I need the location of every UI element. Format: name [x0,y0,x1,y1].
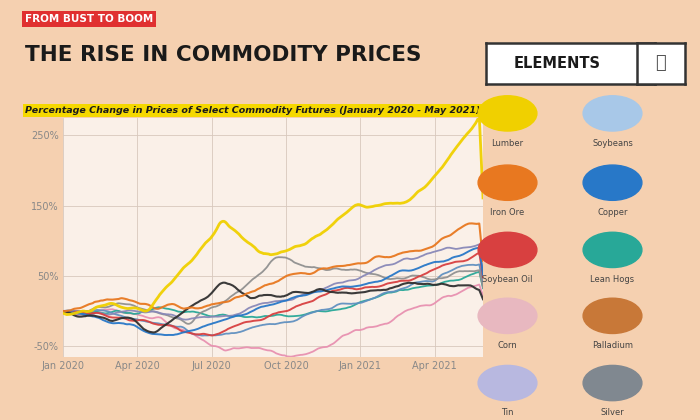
Text: ⛑: ⛑ [655,55,666,72]
Text: Iron Ore: Iron Ore [491,208,524,217]
Text: Corn: Corn [498,341,517,350]
Text: Soybean Oil: Soybean Oil [482,275,533,284]
Text: FROM BUST TO BOOM: FROM BUST TO BOOM [25,14,153,24]
Text: Tin: Tin [501,408,514,417]
Text: Soybeans: Soybeans [592,139,633,147]
Text: ELEMENTS: ELEMENTS [514,56,601,71]
Text: Palladium: Palladium [592,341,633,350]
Text: THE RISE IN COMMODITY PRICES: THE RISE IN COMMODITY PRICES [25,45,421,65]
Text: Lean Hogs: Lean Hogs [590,275,635,284]
Text: Silver: Silver [601,408,624,417]
Text: Lumber: Lumber [491,139,524,147]
Text: Copper: Copper [597,208,628,217]
Text: Percentage Change in Prices of Select Commodity Futures (January 2020 - May 2021: Percentage Change in Prices of Select Co… [25,106,480,115]
